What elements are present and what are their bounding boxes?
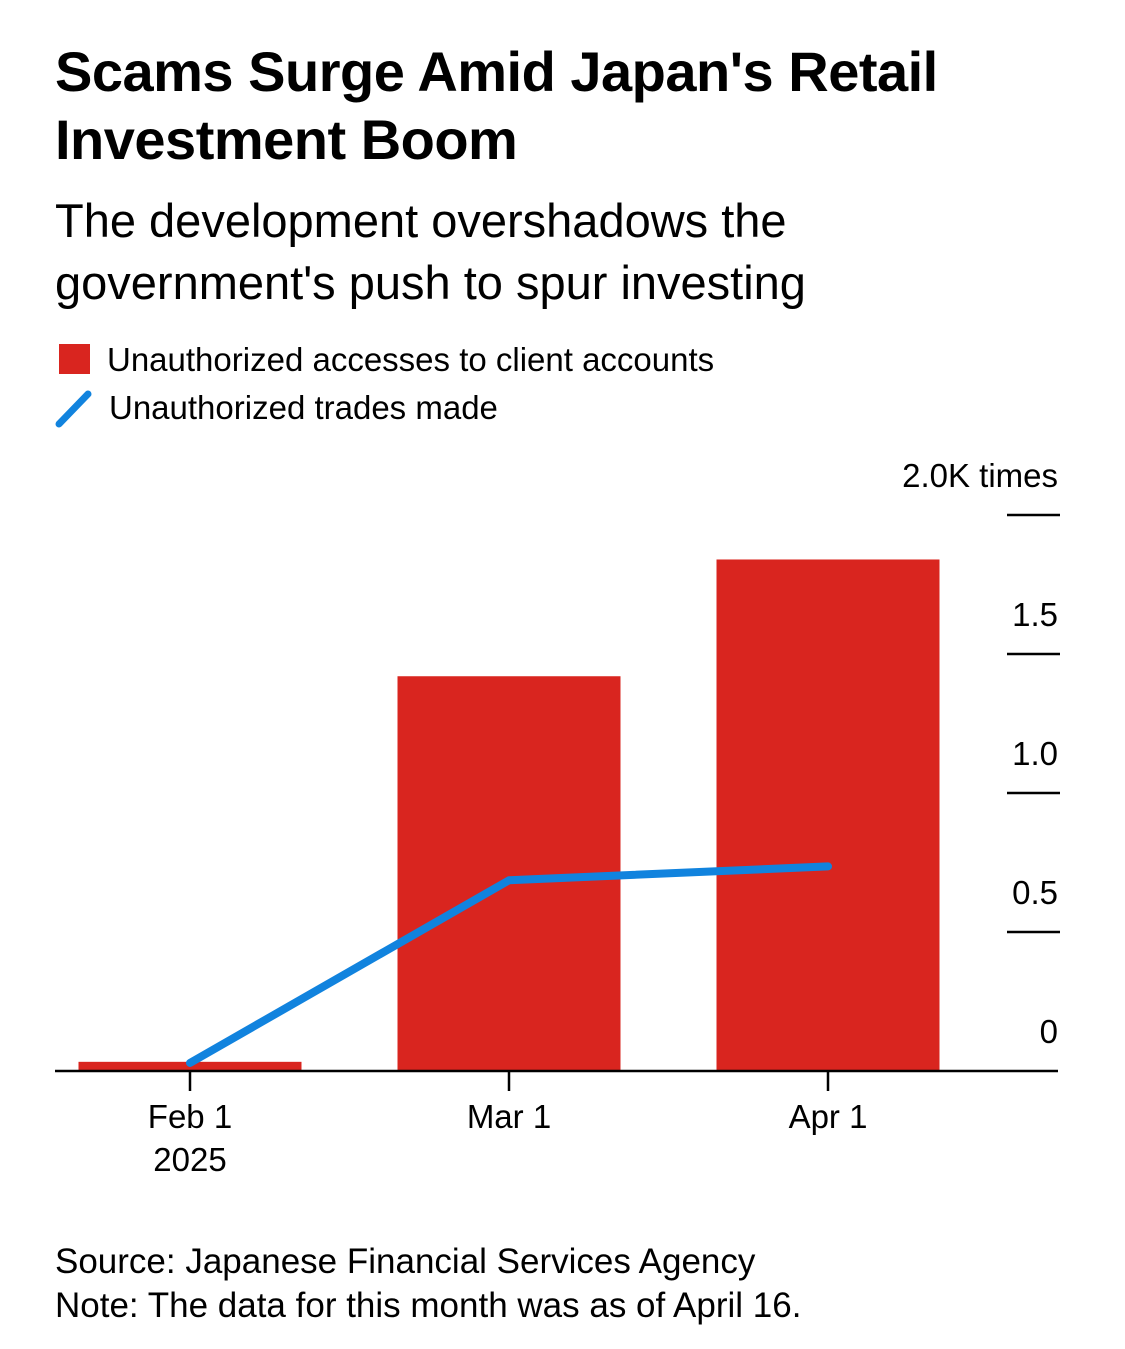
bar-apr-1 — [716, 559, 940, 1071]
axis-layer: 0 0.5 1.0 1.5 2.0K times Feb 1 2025 Mar 1 Apr 1 — [55, 457, 1060, 1178]
footer: Source: Japanese Financial Services Agen… — [55, 1240, 801, 1328]
line-layer — [186, 862, 832, 1067]
legend-bar-label: Unauthorized accesses to client accounts — [107, 341, 715, 378]
source-note: Source: Japanese Financial Services Agen… — [55, 1242, 756, 1281]
chart-subtitle: The development overshadows the governme… — [55, 194, 806, 309]
legend-line-swatch — [55, 390, 92, 428]
y-tick-label-2000: 2.0K times — [902, 457, 1058, 494]
legend-bar-swatch — [59, 344, 90, 374]
y-tick-label-1500: 1.5 — [1012, 596, 1058, 633]
x-tick-label-apr-1: Apr 1 — [789, 1098, 868, 1135]
chart-plot: 0 0.5 1.0 1.5 2.0K times Feb 1 2025 Mar 1 Apr 1 — [55, 457, 1060, 1178]
data-note: Note: The data for this month was as of … — [55, 1286, 802, 1325]
x-tick-sublabel-feb-1: 2025 — [153, 1141, 226, 1178]
x-tick-label-feb-1: Feb 1 — [148, 1098, 232, 1135]
y-tick-label-500: 0.5 — [1012, 874, 1058, 911]
legend-line-label: Unauthorized trades made — [109, 389, 498, 426]
bars-layer — [78, 559, 940, 1071]
chart-title: Scams Surge Amid Japan's Retail Investme… — [55, 40, 938, 171]
y-tick-label-0: 0 — [1040, 1013, 1058, 1050]
x-tick-label-mar-1: Mar 1 — [467, 1098, 551, 1135]
y-tick-label-1000: 1.0 — [1012, 735, 1058, 772]
